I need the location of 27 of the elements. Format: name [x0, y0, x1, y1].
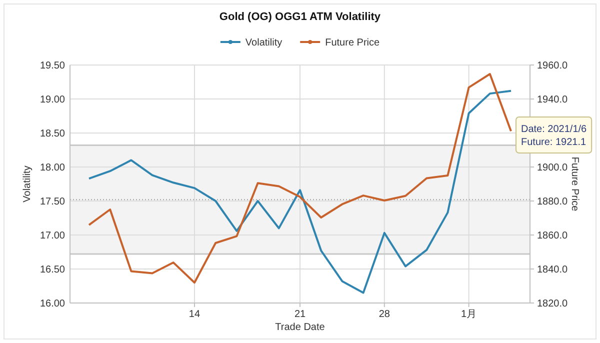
- chart-title: Gold (OG) OGG1 ATM Volatility: [219, 11, 382, 23]
- y-tick-label: 16.50: [40, 264, 66, 276]
- y2-tick-label: 1960.0: [537, 60, 568, 72]
- y2-tick-label: 1820.0: [537, 298, 568, 310]
- x-tick-label: 21: [294, 309, 306, 320]
- y-axis-title: Volatility: [22, 166, 33, 202]
- y2-tick-label: 1940.0: [537, 94, 568, 106]
- y2-tick-label: 1860.0: [537, 230, 568, 242]
- x-tick-label: 14: [188, 309, 200, 320]
- x-tick-label: 28: [378, 309, 390, 320]
- y-tick-label: 17.50: [40, 196, 66, 208]
- y-tick-label: 16.00: [40, 298, 66, 310]
- y-tick-label: 19.50: [40, 60, 66, 72]
- legend-label: Future Price: [325, 38, 380, 48]
- y-tick-label: 18.00: [40, 162, 66, 174]
- y2-axis-title: Future Price: [569, 156, 580, 212]
- legend-label: Volatility: [245, 38, 282, 48]
- y-tick-label: 19.00: [40, 94, 66, 106]
- annotation: Future: 1921.1: [521, 137, 586, 148]
- x-axis-title: Trade Date: [275, 322, 326, 333]
- y-tick-label: 17.00: [40, 230, 66, 242]
- y2-tick-label: 1880.0: [537, 196, 568, 208]
- x-tick-label: 1月: [461, 309, 477, 320]
- y2-tick-label: 1840.0: [537, 264, 568, 276]
- annotation: Date: 2021/1/6: [521, 124, 588, 135]
- y2-tick-label: 1900.0: [537, 162, 568, 174]
- y-tick-label: 18.50: [40, 128, 66, 140]
